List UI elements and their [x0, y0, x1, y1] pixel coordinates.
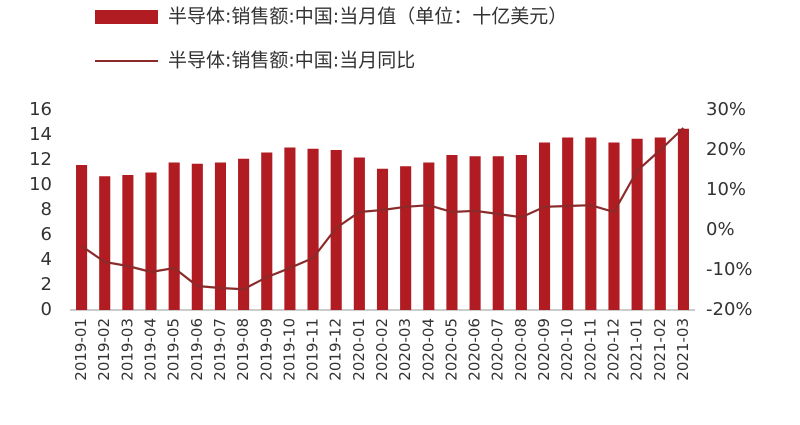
y-tick-label: 4 [41, 249, 52, 270]
legend-swatch [95, 10, 158, 24]
x-tick-label: 2021-02 [651, 318, 669, 381]
y2-tick-label: 0% [706, 219, 735, 240]
x-tick-label: 2020-07 [489, 318, 507, 381]
legend-label: 半导体:销售额:中国:当月同比 [168, 50, 415, 72]
y-tick-label: 10 [29, 174, 52, 195]
bar [631, 138, 643, 310]
x-tick-label: 2019-04 [142, 318, 160, 381]
y2-tick-label: 20% [706, 139, 746, 160]
bar [677, 128, 689, 310]
x-tick-label: 2019-11 [304, 318, 322, 381]
y2-tick-label: -20% [706, 299, 753, 320]
x-tick-label: 2020-01 [350, 318, 368, 381]
bar [145, 172, 157, 310]
legend-label: 半导体:销售额:中国:当月值（单位：十亿美元） [168, 6, 567, 28]
bar [492, 156, 504, 310]
y-tick-label: 2 [41, 274, 52, 295]
bar [168, 162, 180, 310]
y2-tick-label: -10% [706, 259, 753, 280]
y-tick-label: 14 [29, 124, 52, 145]
bar [562, 137, 574, 310]
x-tick-label: 2019-07 [211, 318, 229, 381]
x-tick-label: 2019-12 [327, 318, 345, 381]
x-tick-label: 2020-02 [373, 318, 391, 381]
x-tick-label: 2020-04 [419, 318, 437, 381]
x-tick-label: 2019-05 [165, 318, 183, 381]
x-tick-label: 2020-06 [466, 318, 484, 381]
bar [400, 166, 412, 310]
bar [423, 162, 435, 310]
bar [608, 142, 620, 310]
x-tick-label: 2019-01 [72, 318, 90, 381]
bar [585, 137, 597, 310]
x-tick-label: 2021-03 [674, 318, 692, 381]
x-tick-label: 2020-09 [535, 318, 553, 381]
bar [76, 165, 88, 310]
bar [307, 148, 319, 310]
bar [446, 155, 458, 310]
x-tick-label: 2020-10 [558, 318, 576, 381]
bar [261, 152, 273, 310]
bar [238, 158, 250, 310]
bar [122, 175, 134, 310]
y-tick-label: 8 [41, 199, 52, 220]
bar [191, 163, 203, 310]
y-tick-label: 16 [29, 99, 52, 120]
y2-tick-label: 10% [706, 179, 746, 200]
x-tick-label: 2019-08 [234, 318, 252, 381]
y-tick-label: 6 [41, 224, 52, 245]
x-tick-label: 2019-09 [257, 318, 275, 381]
x-tick-label: 2019-10 [280, 318, 298, 381]
x-tick-label: 2020-08 [512, 318, 530, 381]
bar [330, 150, 342, 310]
y-tick-label: 0 [41, 299, 52, 320]
bar [353, 157, 365, 310]
x-tick-label: 2019-03 [118, 318, 136, 381]
bar [376, 168, 389, 310]
line [80, 127, 685, 291]
x-tick-label: 2019-02 [95, 318, 113, 381]
bar [654, 137, 666, 310]
bar [284, 147, 296, 310]
x-tick-label: 2020-12 [604, 318, 622, 381]
y-tick-label: 12 [29, 149, 52, 170]
x-tick-label: 2021-01 [628, 318, 646, 381]
bar [99, 176, 111, 310]
x-tick-label: 2019-06 [188, 318, 206, 381]
x-tick-label: 2020-03 [396, 318, 414, 381]
bar [515, 155, 527, 310]
bar [538, 142, 551, 310]
x-tick-label: 2020-11 [581, 318, 599, 381]
x-tick-label: 2020-05 [442, 318, 460, 381]
bar [214, 162, 227, 310]
y2-tick-label: 30% [706, 99, 746, 120]
bar [469, 156, 481, 310]
